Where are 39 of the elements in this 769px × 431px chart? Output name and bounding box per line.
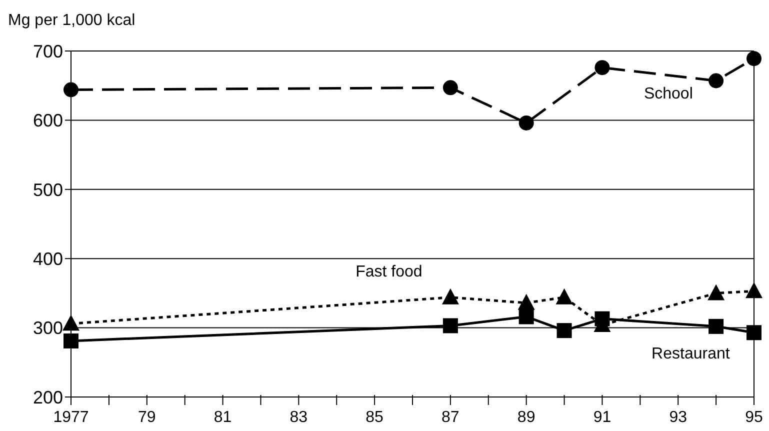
point [64, 333, 78, 348]
y-tick-label: 500 [32, 180, 63, 200]
point [442, 318, 458, 334]
series-label: Restaurant [652, 346, 730, 363]
point [746, 325, 762, 340]
x-tick-label: 95 [745, 409, 763, 426]
point [62, 314, 80, 331]
point [556, 288, 573, 304]
point [708, 318, 724, 334]
y-tick-label: 700 [32, 41, 63, 62]
x-tick-label: 89 [517, 409, 536, 426]
point [746, 282, 762, 298]
x-tick-label: 1977 [53, 409, 89, 426]
x-tick-label: 79 [138, 409, 156, 426]
x-tick-label: 93 [669, 409, 688, 426]
x-tick-label: 85 [366, 409, 384, 426]
x-tick-label: 91 [593, 409, 612, 426]
x-tick-label: 83 [290, 409, 308, 426]
point [518, 115, 534, 130]
point [442, 80, 458, 96]
series-label: Fast food [356, 264, 422, 281]
y-tick-label: 600 [32, 110, 63, 131]
x-tick-label: 87 [442, 409, 460, 426]
point [746, 51, 762, 66]
point [64, 82, 78, 98]
point [708, 73, 724, 88]
point [556, 323, 572, 338]
point [594, 311, 610, 326]
point [518, 309, 534, 324]
y-axis-title: Mg per 1,000 kcal [8, 12, 136, 30]
series-label: School [644, 85, 693, 102]
y-tick-label: 200 [32, 387, 63, 408]
point [442, 288, 459, 304]
point [518, 294, 535, 310]
x-tick-label: 81 [214, 409, 232, 426]
point [708, 284, 725, 300]
y-tick-label: 400 [32, 248, 63, 269]
point [594, 60, 610, 76]
y-tick-label: 300 [32, 318, 63, 338]
